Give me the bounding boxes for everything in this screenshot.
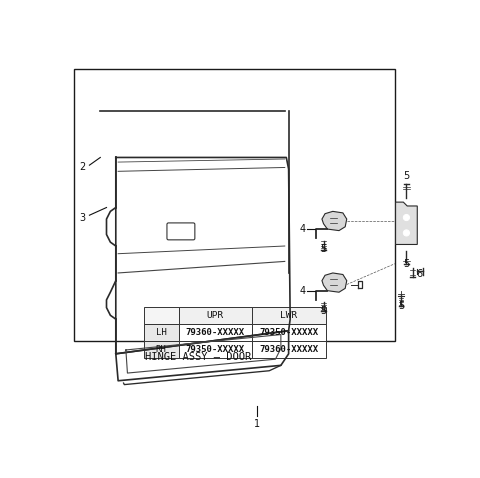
Text: 1: 1: [254, 419, 260, 429]
Text: RH: RH: [156, 345, 167, 354]
Text: 5: 5: [398, 302, 404, 312]
Bar: [252, 341, 326, 358]
Text: 4: 4: [300, 224, 306, 234]
Bar: [179, 324, 252, 341]
Text: 5: 5: [403, 259, 409, 269]
Bar: [252, 324, 326, 341]
Text: 79350-XXXXX: 79350-XXXXX: [260, 328, 319, 337]
Text: 5: 5: [320, 244, 326, 254]
Text: 79360-XXXXX: 79360-XXXXX: [186, 328, 245, 337]
Text: HINGE ASSY – DOOR: HINGE ASSY – DOOR: [145, 351, 252, 361]
Circle shape: [403, 215, 409, 221]
Bar: [74, 69, 395, 341]
Text: LH: LH: [156, 328, 167, 337]
Text: 2: 2: [79, 163, 85, 173]
Bar: [179, 341, 252, 358]
Text: UPR: UPR: [207, 311, 224, 320]
Text: 4: 4: [300, 286, 306, 296]
Circle shape: [403, 230, 409, 236]
Bar: [144, 307, 179, 324]
Polygon shape: [396, 202, 417, 244]
Polygon shape: [322, 211, 347, 230]
Text: 5: 5: [320, 306, 326, 316]
FancyBboxPatch shape: [167, 223, 195, 240]
Text: LWR: LWR: [280, 311, 298, 320]
Text: 79360-XXXXX: 79360-XXXXX: [260, 345, 319, 354]
Polygon shape: [322, 273, 347, 292]
Text: 3: 3: [80, 213, 85, 223]
Bar: [144, 324, 179, 341]
Bar: [252, 307, 326, 324]
Text: 79350-XXXXX: 79350-XXXXX: [186, 345, 245, 354]
Bar: [179, 307, 252, 324]
Bar: [144, 341, 179, 358]
Text: 5: 5: [403, 171, 409, 181]
Text: 6: 6: [417, 269, 423, 279]
